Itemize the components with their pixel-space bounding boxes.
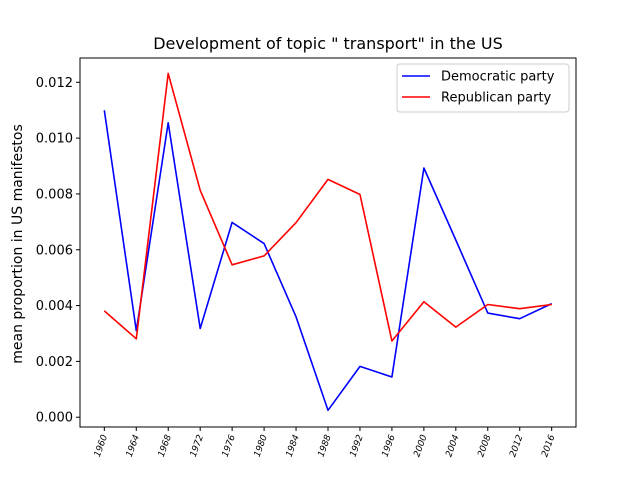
y-tick-label: 0.000 xyxy=(36,411,73,426)
series-lines xyxy=(103,72,553,412)
y-tick-label: 0.012 xyxy=(36,76,73,91)
legend-entry: Democratic party xyxy=(441,70,555,85)
series-line-1 xyxy=(103,72,552,342)
y-axis: 0.000 0.002 0.004 0.006 0.008 0.010 0.012 xyxy=(36,76,80,426)
legend-box xyxy=(396,63,570,113)
y-tick-label: 0.004 xyxy=(36,299,73,314)
y-tick-label: 0.010 xyxy=(36,132,73,147)
y-tick-label: 0.002 xyxy=(36,355,73,370)
y-tick-label: 0.006 xyxy=(36,243,73,258)
y-tick-label: 0.008 xyxy=(36,187,73,202)
legend: Democratic party Republican party xyxy=(396,63,570,113)
legend-entry: Republican party xyxy=(441,91,552,106)
chart-title: Development of topic " transport" in the… xyxy=(153,34,503,53)
series-line-0 xyxy=(103,110,553,412)
y-axis-label: mean proportion in US manifestos xyxy=(10,124,26,364)
